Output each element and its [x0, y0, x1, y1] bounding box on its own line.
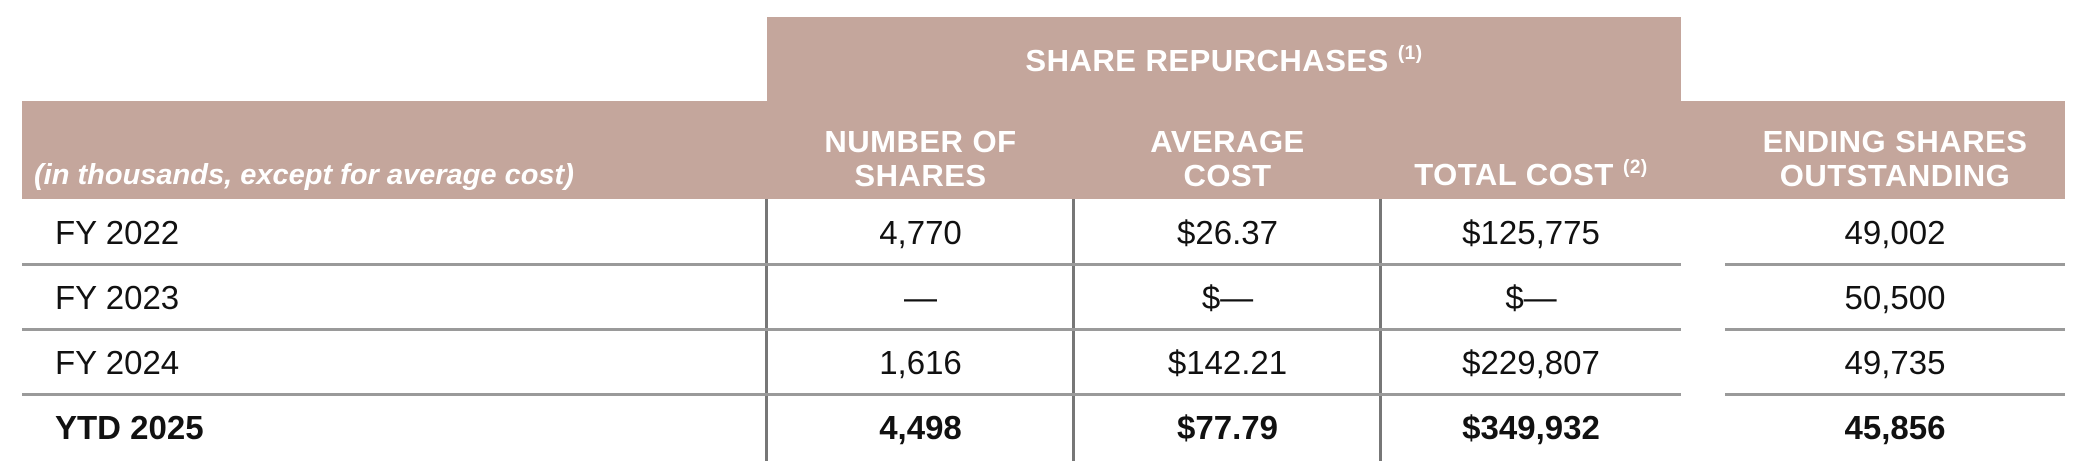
row-label: YTD 2025	[55, 409, 204, 446]
row-divider	[22, 328, 1681, 331]
cell-shares: —	[904, 279, 937, 316]
cell-average-cost: $—	[1201, 279, 1254, 316]
cell-shares: 1,616	[879, 344, 962, 381]
cell-total-cost: $125,775	[1462, 214, 1600, 251]
row-label: FY 2022	[55, 214, 180, 251]
cell-average-cost: $77.79	[1177, 409, 1278, 446]
row-label: FY 2024	[55, 344, 180, 381]
cell-total-cost: $349,932	[1462, 409, 1600, 446]
column-header-average-cost: AVERAGE COST	[1150, 124, 1305, 193]
cell-shares: 4,498	[879, 409, 962, 446]
row-divider	[1725, 328, 2065, 331]
cell-average-cost: $26.37	[1177, 214, 1278, 251]
group-header-bg	[767, 17, 1681, 101]
footnote-ref-1: (1)	[1397, 43, 1423, 64]
row-divider	[22, 393, 1681, 396]
cell-average-cost: $142.21	[1167, 344, 1288, 381]
cell-ending-shares: 45,856	[1844, 409, 1946, 446]
row-divider	[22, 263, 1681, 266]
column-header-bg	[22, 101, 2065, 199]
footnote-ref-2: (2)	[1623, 157, 1648, 178]
cell-ending-shares: 49,002	[1844, 214, 1946, 251]
unit-note: (in thousands, except for average cost)	[34, 159, 574, 191]
cell-total-cost: $—	[1505, 279, 1557, 316]
row-label: FY 2023	[55, 279, 180, 316]
column-header-total-cost: TOTAL COST (2)	[1414, 157, 1648, 192]
cell-ending-shares: 50,500	[1844, 279, 1946, 316]
cell-ending-shares: 49,735	[1844, 344, 1946, 381]
column-header-shares: NUMBER OF SHARES	[824, 124, 1017, 193]
cell-total-cost: $229,807	[1462, 344, 1600, 381]
column-header-ending-shares: ENDING SHARES OUTSTANDING	[1762, 124, 2028, 193]
row-divider	[1725, 263, 2065, 266]
cell-shares: 4,770	[879, 214, 962, 251]
row-divider	[1725, 393, 2065, 396]
group-header: SHARE REPURCHASES (1)	[1025, 43, 1423, 78]
